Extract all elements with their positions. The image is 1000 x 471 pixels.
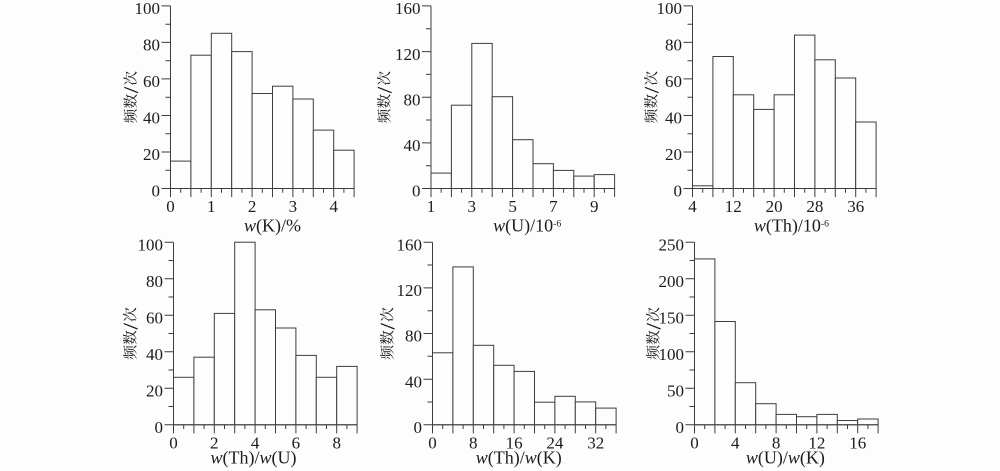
svg-text:8: 8 bbox=[772, 433, 781, 452]
svg-text:100: 100 bbox=[657, 0, 683, 18]
svg-text:w(U)/w(K): w(U)/w(K) bbox=[746, 448, 825, 469]
svg-text:0: 0 bbox=[155, 418, 164, 437]
svg-text:20: 20 bbox=[143, 145, 160, 164]
svg-text:4: 4 bbox=[731, 433, 740, 452]
svg-text:36: 36 bbox=[847, 197, 864, 216]
svg-text:40: 40 bbox=[665, 109, 682, 128]
svg-text:60: 60 bbox=[665, 72, 682, 91]
svg-text:32: 32 bbox=[587, 433, 604, 452]
svg-text:0: 0 bbox=[412, 182, 421, 201]
svg-text:4: 4 bbox=[329, 197, 338, 216]
svg-text:3: 3 bbox=[468, 197, 477, 216]
svg-text:0: 0 bbox=[414, 418, 423, 437]
svg-text:12: 12 bbox=[808, 433, 825, 452]
svg-text:28: 28 bbox=[806, 197, 823, 216]
svg-text:200: 200 bbox=[659, 272, 685, 291]
svg-text:40: 40 bbox=[405, 372, 422, 391]
svg-text:40: 40 bbox=[146, 345, 163, 364]
svg-text:20: 20 bbox=[146, 382, 163, 401]
svg-text:0: 0 bbox=[690, 433, 699, 452]
svg-text:80: 80 bbox=[665, 36, 682, 55]
svg-text:20: 20 bbox=[766, 197, 783, 216]
svg-text:24: 24 bbox=[546, 433, 564, 452]
svg-text:160: 160 bbox=[395, 0, 421, 18]
svg-text:16: 16 bbox=[849, 433, 866, 452]
svg-text:16: 16 bbox=[506, 433, 523, 452]
svg-text:0: 0 bbox=[152, 182, 161, 201]
svg-text:100: 100 bbox=[138, 235, 164, 254]
svg-text:1: 1 bbox=[207, 197, 216, 216]
svg-text:3: 3 bbox=[289, 197, 298, 216]
svg-text:8: 8 bbox=[332, 433, 341, 452]
svg-text:80: 80 bbox=[405, 327, 422, 346]
svg-text:w(Th)/w(K): w(Th)/w(K) bbox=[476, 448, 562, 469]
svg-text:0: 0 bbox=[169, 433, 178, 452]
svg-text:w(Th)/w(U): w(Th)/w(U) bbox=[210, 448, 296, 469]
svg-text:1: 1 bbox=[427, 197, 436, 216]
svg-text:5: 5 bbox=[508, 197, 517, 216]
svg-text:0: 0 bbox=[166, 197, 175, 216]
svg-text:40: 40 bbox=[143, 109, 160, 128]
svg-text:2: 2 bbox=[248, 197, 257, 216]
svg-text:80: 80 bbox=[143, 36, 160, 55]
svg-text:0: 0 bbox=[676, 418, 685, 437]
svg-text:80: 80 bbox=[146, 272, 163, 291]
svg-text:50: 50 bbox=[667, 382, 684, 401]
svg-text:150: 150 bbox=[659, 308, 685, 327]
svg-text:100: 100 bbox=[659, 345, 685, 364]
svg-text:4: 4 bbox=[251, 433, 260, 452]
svg-text:6: 6 bbox=[292, 433, 301, 452]
svg-text:w(U)/10-6: w(U)/10-6 bbox=[493, 215, 561, 236]
svg-text:0: 0 bbox=[428, 433, 437, 452]
svg-text:60: 60 bbox=[146, 308, 163, 327]
svg-text:2: 2 bbox=[210, 433, 219, 452]
svg-text:4: 4 bbox=[688, 197, 697, 216]
svg-text:100: 100 bbox=[135, 0, 161, 18]
svg-text:12: 12 bbox=[725, 197, 742, 216]
svg-text:20: 20 bbox=[665, 145, 682, 164]
svg-text:8: 8 bbox=[469, 433, 478, 452]
svg-text:w(K)/%: w(K)/% bbox=[244, 215, 301, 236]
svg-text:60: 60 bbox=[143, 72, 160, 91]
svg-text:120: 120 bbox=[395, 45, 421, 64]
svg-text:9: 9 bbox=[590, 197, 599, 216]
svg-text:120: 120 bbox=[397, 281, 423, 300]
svg-text:0: 0 bbox=[674, 182, 683, 201]
svg-text:7: 7 bbox=[549, 197, 558, 216]
svg-text:80: 80 bbox=[404, 90, 421, 109]
svg-text:40: 40 bbox=[404, 136, 421, 155]
svg-text:160: 160 bbox=[397, 235, 423, 254]
svg-text:250: 250 bbox=[659, 235, 685, 254]
svg-text:w(Th)/10-6: w(Th)/10-6 bbox=[754, 215, 829, 236]
